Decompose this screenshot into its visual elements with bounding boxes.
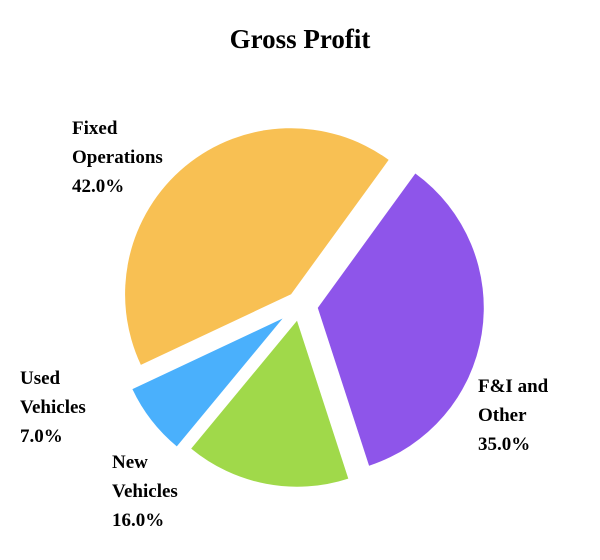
slice-label: F&I and Other 35.0% bbox=[478, 372, 578, 459]
chart-title: Gross Profit bbox=[229, 24, 371, 54]
value-label: 7.0% bbox=[20, 426, 63, 447]
value-label: 42.0% bbox=[72, 176, 125, 197]
category-label: Fixed Operations bbox=[72, 118, 163, 168]
value-label: 16.0% bbox=[112, 510, 165, 531]
category-label: F&I and Other bbox=[478, 376, 549, 426]
pie-slice bbox=[132, 318, 283, 447]
pie-slice bbox=[317, 173, 484, 466]
category-label: New Vehicles bbox=[112, 452, 178, 502]
value-label: 35.0% bbox=[478, 434, 531, 455]
pie-slice bbox=[191, 320, 349, 487]
pie-slice bbox=[125, 128, 389, 365]
slice-label: Used Vehicles 7.0% bbox=[20, 364, 120, 451]
slice-label: New Vehicles 16.0% bbox=[112, 448, 212, 535]
slice-label: Fixed Operations 42.0% bbox=[72, 114, 202, 201]
category-label: Used Vehicles bbox=[20, 368, 86, 418]
